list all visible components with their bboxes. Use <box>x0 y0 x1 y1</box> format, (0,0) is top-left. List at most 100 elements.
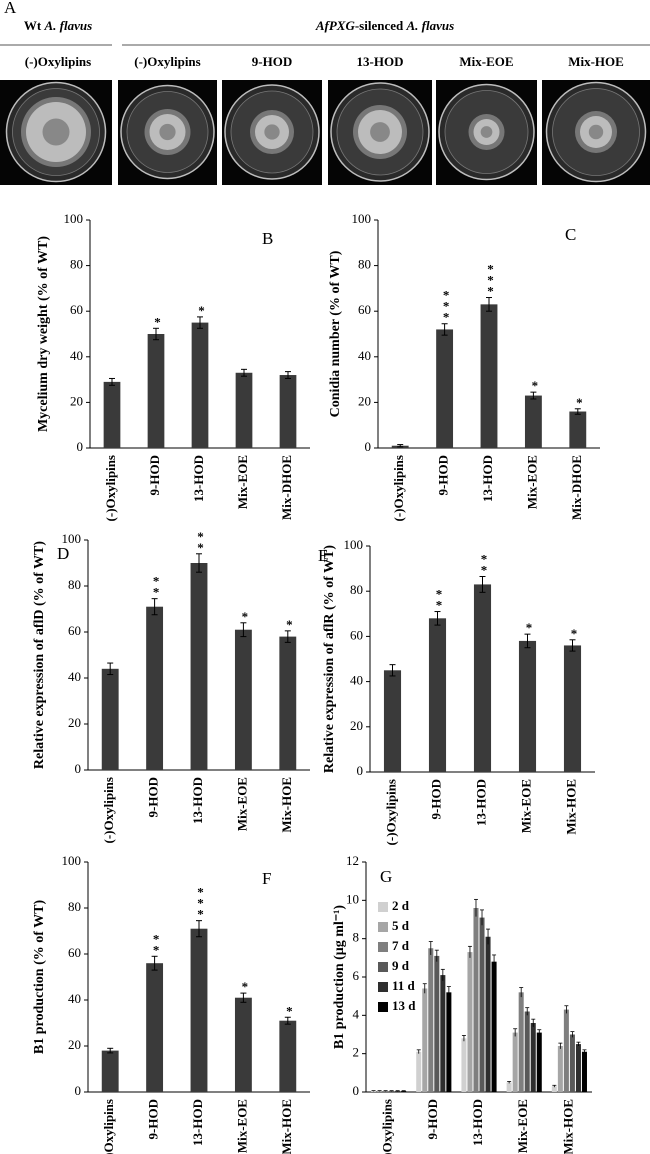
colony-center <box>588 124 604 140</box>
legend-swatch <box>378 962 388 972</box>
x-tick-label: Mix-EOE <box>518 779 533 833</box>
y-tick-label: 60 <box>358 302 371 317</box>
x-tick-label: 9-HOD <box>436 455 451 495</box>
bar <box>146 606 164 770</box>
x-tick-label: Mix-EOE <box>234 777 249 831</box>
bar <box>536 1032 542 1092</box>
y-tick-label: 0 <box>75 761 82 776</box>
colony-center <box>264 124 280 140</box>
x-tick-label: (-)Oxylipins <box>101 1099 116 1154</box>
bar <box>485 936 491 1092</box>
y-tick-label: 12 <box>346 853 359 868</box>
y-tick-label: 0 <box>75 1083 82 1098</box>
legend-swatch <box>378 902 388 912</box>
bar <box>191 322 209 448</box>
y-tick-label: 100 <box>352 211 372 226</box>
legend-label: 2 d <box>392 898 410 913</box>
bar <box>377 1091 383 1092</box>
y-tick-label: 40 <box>70 348 83 363</box>
panel-letter: E <box>318 546 328 565</box>
bar <box>395 1091 401 1092</box>
y-tick-label: 100 <box>62 531 82 546</box>
colony-center <box>159 123 176 141</box>
x-tick-label: (-)Oxylipins <box>101 777 116 843</box>
x-tick-label: Mix-EOE <box>235 455 250 509</box>
bar <box>279 636 297 770</box>
bar <box>428 618 447 772</box>
y-tick-label: 20 <box>68 1037 81 1052</box>
bar <box>235 372 253 448</box>
y-tick-label: 100 <box>62 853 82 868</box>
y-axis-label: B1 production (μg ml⁻¹) <box>332 905 347 1049</box>
x-tick-label: 9-HOD <box>146 1099 161 1139</box>
significance-marker: * <box>572 395 587 406</box>
bar <box>434 955 440 1092</box>
legend-label: 11 d <box>392 978 416 993</box>
x-tick-label: 9-HOD <box>425 1099 440 1139</box>
treatment-label: Mix-EOE <box>459 54 513 69</box>
bar <box>480 304 498 448</box>
colony-center <box>42 118 70 146</box>
y-tick-label: 0 <box>353 1083 360 1098</box>
wt-prefix: Wt <box>24 18 42 33</box>
x-tick-label: 9-HOD <box>147 455 162 495</box>
bar <box>530 1023 536 1092</box>
panel-letter: D <box>57 544 69 563</box>
y-tick-label: 40 <box>350 673 363 688</box>
colony-center <box>480 126 493 138</box>
y-tick-label: 4 <box>353 1006 360 1021</box>
significance-marker: ** <box>432 587 447 609</box>
x-tick-label: Mix-HOE <box>560 1099 575 1154</box>
x-tick-label: Mix-EOE <box>234 1099 249 1153</box>
wt-heading: Wt A. flavus <box>24 18 92 33</box>
y-axis-label: Relative expression of aflD (% of WT) <box>32 541 47 769</box>
x-tick-label: 13-HOD <box>473 779 488 826</box>
y-tick-label: 20 <box>358 393 371 408</box>
bar <box>461 1038 467 1092</box>
y-tick-label: 100 <box>64 211 84 226</box>
bar <box>569 411 587 448</box>
y-axis-label: Conidia number (% of WT) <box>328 250 343 417</box>
legend-label: 9 d <box>392 958 410 973</box>
bar <box>279 1020 297 1092</box>
legend-swatch <box>378 922 388 932</box>
bar <box>446 992 452 1092</box>
x-tick-label: 13-HOD <box>190 777 205 824</box>
condition-label: (-)Oxylipins <box>25 54 91 69</box>
panel-letter: F <box>262 869 271 888</box>
bar <box>190 563 208 770</box>
x-tick-label: Mix-EOE <box>524 455 539 509</box>
x-tick-label: 13-HOD <box>470 1099 485 1146</box>
y-tick-label: 80 <box>358 257 371 272</box>
y-tick-label: 60 <box>70 302 83 317</box>
x-tick-label: Mix-HOE <box>563 779 578 835</box>
y-axis-label: B1 production (% of WT) <box>32 900 47 1055</box>
y-tick-label: 2 <box>353 1045 360 1060</box>
bar <box>234 997 252 1092</box>
legend-label: 5 d <box>392 918 410 933</box>
panel-letter: C <box>565 225 576 244</box>
bar <box>146 963 164 1092</box>
y-axis-label: Mycelium dry weight (% of WT) <box>36 236 51 432</box>
panel-letter: G <box>380 867 392 886</box>
y-tick-label: 6 <box>353 968 360 983</box>
silenced-suffix: -silenced <box>355 18 404 33</box>
bar <box>383 1091 389 1092</box>
bar <box>557 1046 563 1092</box>
bar <box>101 668 119 770</box>
x-tick-label: 13-HOD <box>480 455 495 502</box>
bar <box>569 1034 575 1092</box>
significance-marker: * <box>237 609 252 620</box>
bar <box>491 961 497 1092</box>
significance-marker: * <box>237 979 252 990</box>
y-tick-label: 40 <box>358 348 371 363</box>
y-tick-label: 0 <box>357 763 364 778</box>
significance-marker: * <box>527 378 542 389</box>
y-tick-label: 80 <box>70 257 83 272</box>
bar <box>518 992 524 1092</box>
y-tick-label: 60 <box>68 623 81 638</box>
silenced-gene: AfPXG <box>315 18 356 33</box>
x-tick-label: 9-HOD <box>428 779 443 819</box>
silenced-species: A. flavus <box>405 18 454 33</box>
y-tick-label: 0 <box>365 439 372 454</box>
